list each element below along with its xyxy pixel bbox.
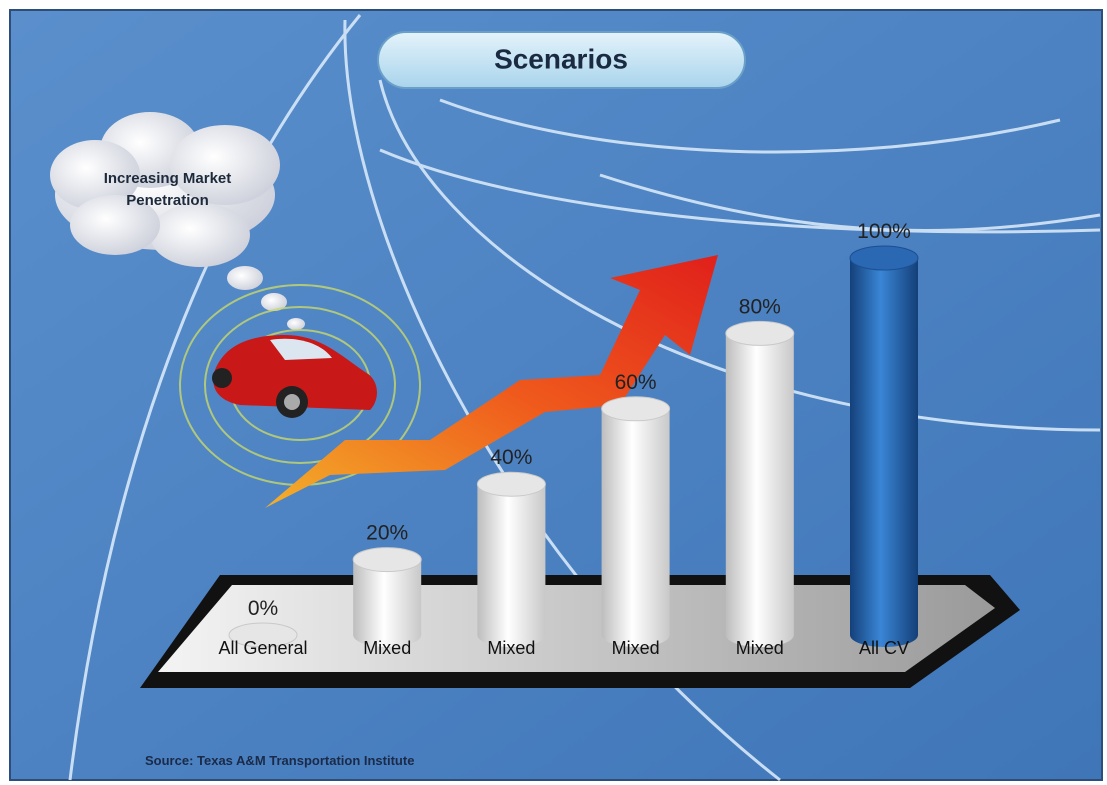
- chart: Scenarios Increasing Market Penetration …: [0, 0, 1107, 785]
- source-note: Source: Texas A&M Transportation Institu…: [145, 753, 414, 768]
- value-label: 100%: [857, 220, 911, 243]
- bar: [602, 409, 670, 635]
- value-label: 60%: [615, 371, 657, 394]
- bar-top: [602, 397, 670, 421]
- category-label: Mixed: [363, 638, 411, 658]
- category-label: All CV: [859, 638, 909, 658]
- value-label: 20%: [366, 522, 408, 545]
- bar-top: [353, 548, 421, 572]
- category-label: Mixed: [487, 638, 535, 658]
- annotation: Increasing Market Penetration: [75, 168, 260, 212]
- category-label: Mixed: [612, 638, 660, 658]
- bar: [477, 484, 545, 635]
- value-label: 80%: [739, 295, 781, 318]
- bar-top: [726, 321, 794, 345]
- value-label: 0%: [248, 597, 278, 620]
- value-label: 40%: [490, 446, 532, 469]
- annotation-box: Increasing Market Penetration: [75, 168, 260, 218]
- category-label: Mixed: [736, 638, 784, 658]
- chart-title: Scenarios: [494, 43, 628, 74]
- category-label: All General: [218, 638, 307, 658]
- bar-top: [477, 472, 545, 496]
- bar-top: [850, 246, 918, 270]
- bar: [726, 333, 794, 635]
- bar: [850, 258, 918, 635]
